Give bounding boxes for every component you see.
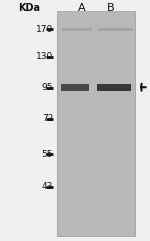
Bar [97,11,134,236]
Text: 170: 170 [36,25,53,34]
Text: 72: 72 [42,114,53,123]
Text: KDa: KDa [18,3,40,13]
Text: A: A [78,3,85,13]
Bar [98,28,133,31]
Bar [57,11,135,236]
Text: B: B [107,3,115,13]
Bar [61,28,92,31]
Text: 130: 130 [36,52,53,61]
Bar [61,84,89,91]
Text: 95: 95 [42,83,53,93]
Bar [97,84,130,91]
Bar [60,11,94,236]
Text: 43: 43 [42,182,53,191]
Text: 55: 55 [42,150,53,159]
